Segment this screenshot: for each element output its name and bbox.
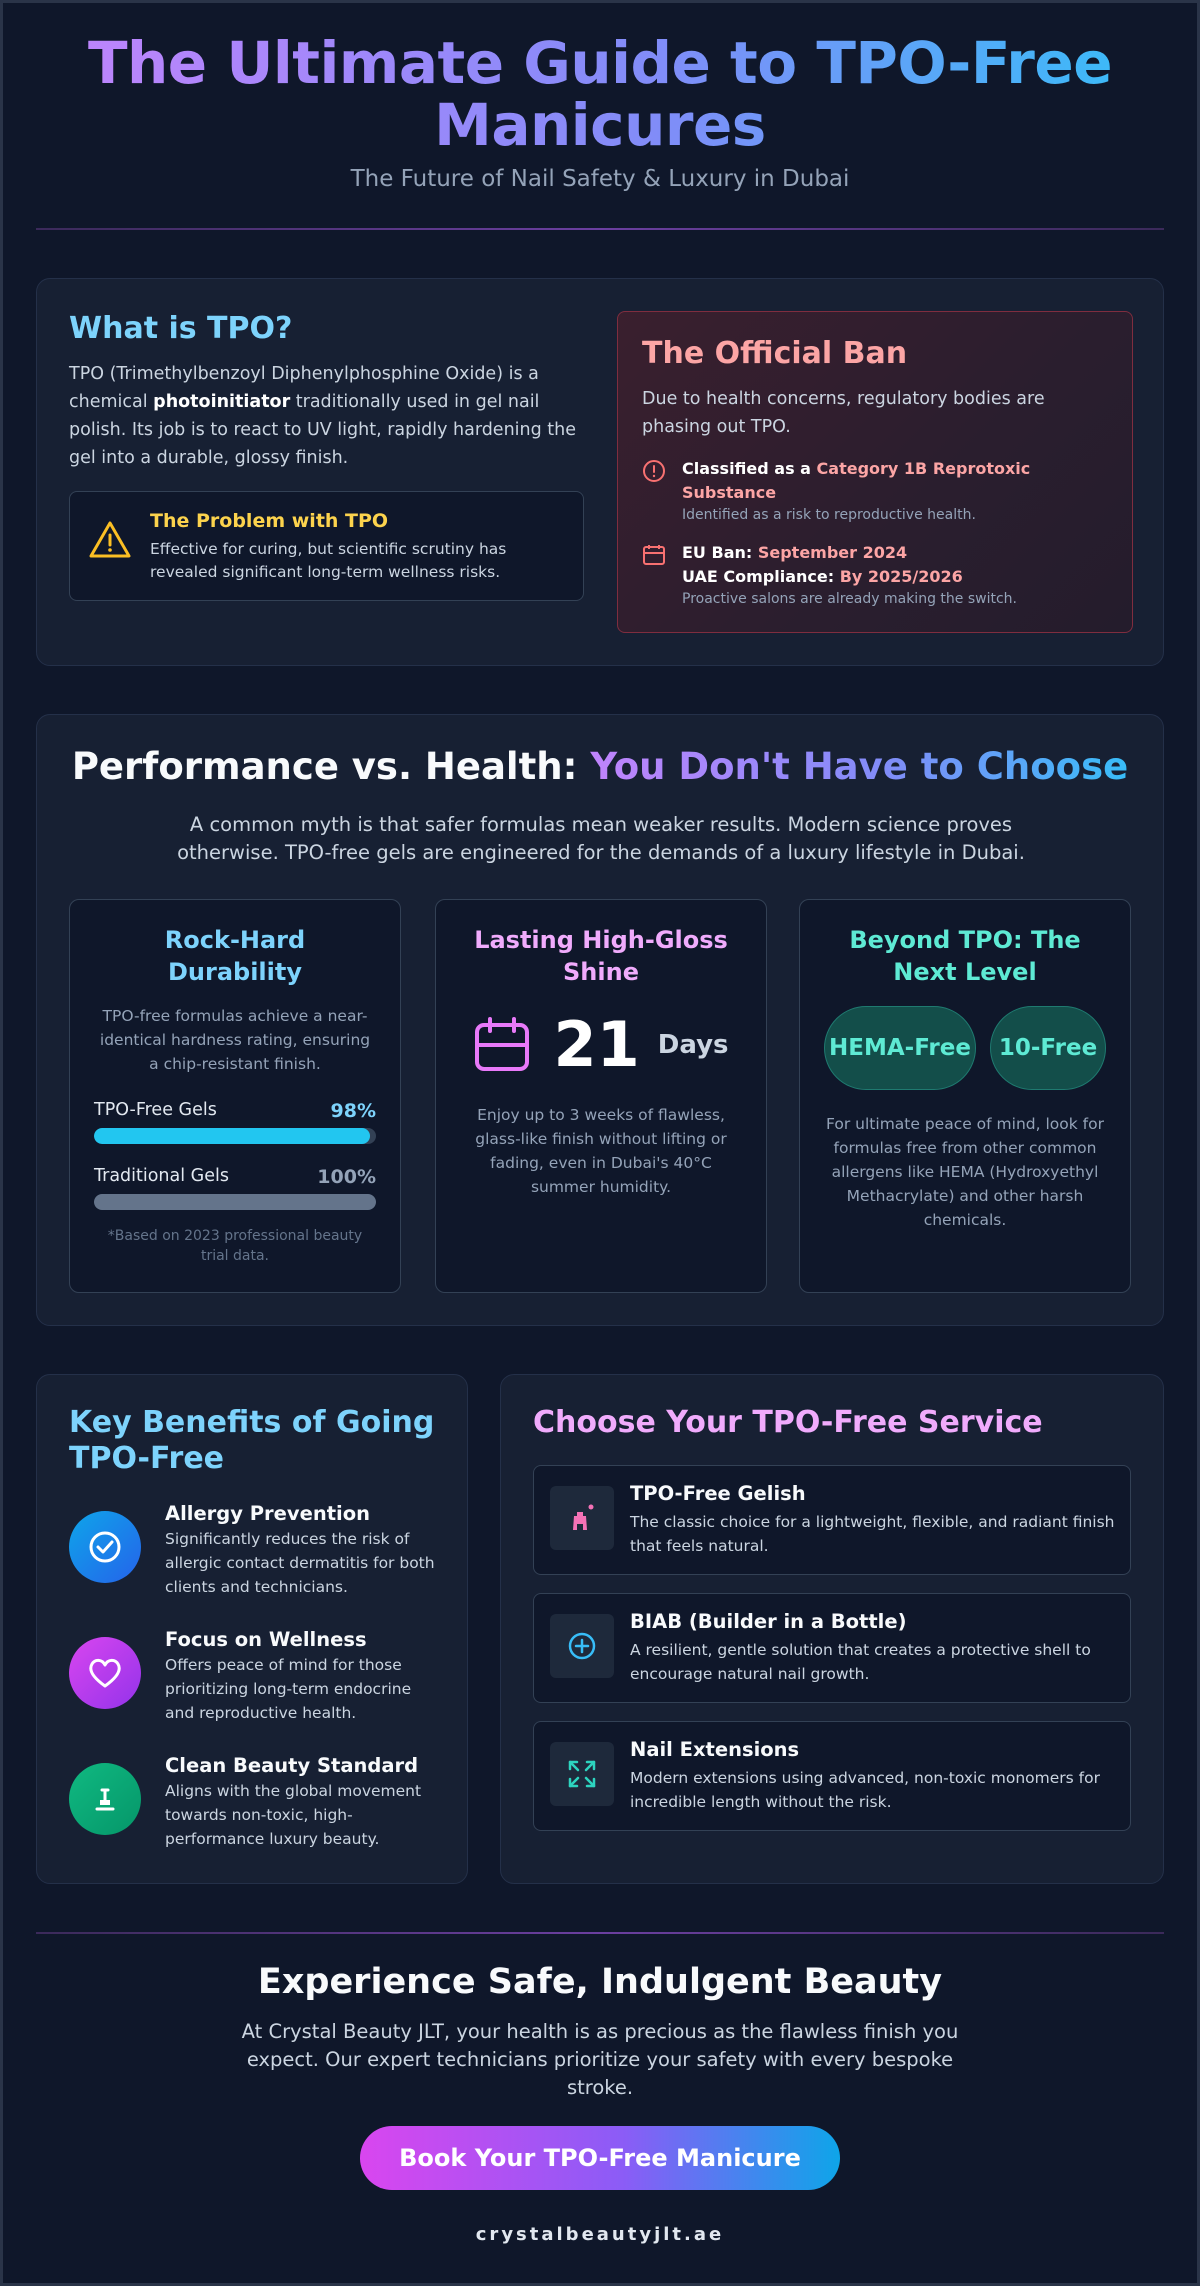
beyond-tpo-card: Beyond TPO: The Next Level HEMA-Free 10-… (799, 899, 1131, 1293)
durability-footnote: *Based on 2023 professional beauty trial… (107, 1228, 363, 1264)
beyond-tpo-text: For ultimate peace of mind, look for for… (826, 1115, 1104, 1229)
service-biab[interactable]: BIAB (Builder in a Bottle) A resilient, … (533, 1593, 1131, 1703)
shine-text: Enjoy up to 3 weeks of flawless, glass-l… (475, 1106, 727, 1196)
alert-circle-icon (643, 460, 665, 482)
days-display: 21 Days (460, 1008, 742, 1081)
footer-title: Experience Safe, Indulgent Beauty (257, 1962, 943, 2002)
plus-circle-icon (550, 1614, 614, 1678)
benefit-clean-beauty: Clean Beauty Standard Aligns with the gl… (69, 1753, 435, 1851)
footer-text: At Crystal Beauty JLT, your health is as… (241, 2020, 959, 2099)
benefits-title: Key Benefits of Going TPO-Free (69, 1405, 435, 1476)
ban-classification: Classified as a Category 1B Reprotoxic S… (642, 457, 1108, 525)
what-is-tpo-section: What is TPO? TPO (Trimethylbenzoyl Diphe… (36, 278, 1164, 666)
polish-bottle-icon (550, 1486, 614, 1550)
shine-card: Lasting High-Gloss Shine 21 Days Enjoy u… (435, 899, 767, 1293)
official-ban-card: The Official Ban Due to health concerns,… (617, 311, 1133, 633)
performance-title: Performance vs. Health: You Don't Have t… (71, 745, 1129, 788)
page-title: The Ultimate Guide to TPO-Free Manicures (50, 32, 1150, 156)
services-section: Choose Your TPO-Free Service TPO-Free Ge… (500, 1374, 1164, 1884)
calendar-icon (643, 545, 665, 565)
problem-text: Effective for curing, but scientific scr… (150, 540, 507, 581)
header-divider (36, 228, 1164, 230)
hardness-bar-tpo-free: TPO-Free Gels 98% (94, 1100, 376, 1144)
website-link[interactable]: crystalbeautyjlt.ae (475, 2224, 725, 2245)
check-circle-icon (69, 1511, 141, 1583)
hema-free-badge: HEMA-Free (824, 1006, 976, 1090)
expand-icon (550, 1742, 614, 1806)
page-subtitle: The Future of Nail Safety & Luxury in Du… (350, 166, 850, 192)
performance-section: Performance vs. Health: You Don't Have t… (36, 714, 1164, 1326)
brush-icon (69, 1763, 141, 1835)
durability-card: Rock-Hard Durability TPO-free formulas a… (69, 899, 401, 1293)
benefits-section: Key Benefits of Going TPO-Free Allergy P… (36, 1374, 468, 1884)
durability-text: TPO-free formulas achieve a near-identic… (99, 1007, 371, 1073)
book-manicure-button[interactable]: Book Your TPO-Free Manicure (360, 2126, 840, 2190)
performance-text: A common myth is that safer formulas mea… (177, 813, 1025, 864)
warning-icon (89, 521, 131, 558)
beyond-tpo-title: Beyond TPO: The Next Level (849, 926, 1081, 986)
problem-callout: The Problem with TPO Effective for curin… (69, 491, 584, 601)
days-label: Days (657, 1029, 729, 1060)
ten-free-badge: 10-Free (990, 1006, 1106, 1090)
services-title: Choose Your TPO-Free Service (533, 1405, 1043, 1440)
days-number: 21 (553, 1008, 640, 1081)
problem-title: The Problem with TPO (150, 510, 389, 532)
official-ban-text: Due to health concerns, regulatory bodie… (642, 389, 1045, 437)
hardness-bar-traditional: Traditional Gels 100% (94, 1166, 376, 1210)
heart-icon (69, 1637, 141, 1709)
benefit-wellness: Focus on Wellness Offers peace of mind f… (69, 1627, 435, 1725)
official-ban-title: The Official Ban (642, 336, 908, 371)
ban-dates: EU Ban: September 2024 UAE Compliance: B… (642, 541, 1108, 609)
page-header: The Ultimate Guide to TPO-Free Manicures… (0, 0, 1200, 192)
durability-title: Rock-Hard Durability (164, 926, 306, 986)
service-tpo-free-gelish[interactable]: TPO-Free Gelish The classic choice for a… (533, 1465, 1131, 1575)
what-is-tpo-text: TPO (Trimethylbenzoyl Diphenylphosphine … (69, 364, 577, 468)
calendar-icon (475, 1016, 530, 1071)
what-is-tpo-title: What is TPO? (69, 311, 293, 346)
footer-divider (36, 1932, 1164, 1934)
service-nail-extensions[interactable]: Nail Extensions Modern extensions using … (533, 1721, 1131, 1831)
shine-title: Lasting High-Gloss Shine (474, 926, 728, 986)
benefit-allergy-prevention: Allergy Prevention Significantly reduces… (69, 1501, 435, 1599)
